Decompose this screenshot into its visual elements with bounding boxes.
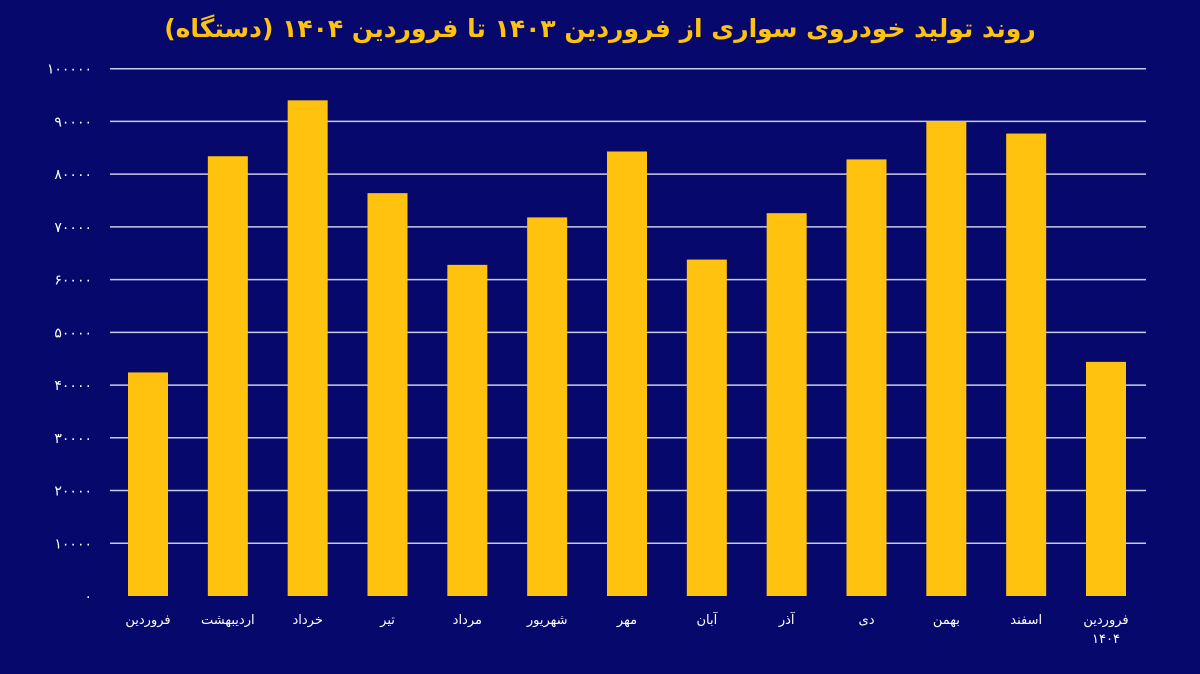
y-tick-label: ۱۰۰۰۰	[54, 536, 92, 552]
y-tick-label: ۹۰۰۰۰	[54, 114, 92, 130]
bar	[766, 213, 807, 596]
bar	[846, 159, 887, 596]
bar	[1006, 133, 1047, 596]
bar	[128, 372, 168, 596]
y-tick-label: ۳۰۰۰۰	[54, 431, 92, 447]
x-tick-label: خرداد	[292, 613, 322, 628]
x-tick-label: تیر	[379, 613, 395, 628]
x-tick-label-year: ۱۴۰۴	[1092, 632, 1120, 647]
y-tick-label: ۲۰۰۰۰	[54, 484, 92, 500]
bar	[607, 151, 647, 597]
y-tick-label: ۵۰۰۰۰	[54, 325, 92, 341]
bar	[287, 100, 328, 596]
bar	[686, 259, 727, 596]
x-tick-label: بهمن	[933, 613, 960, 628]
x-tick-label: فروردین	[1083, 613, 1128, 628]
y-tick-label: ۴۰۰۰۰	[54, 378, 92, 394]
x-tick-label: اردیبهشت	[201, 613, 255, 628]
x-tick-label: دی	[859, 613, 875, 628]
bar	[926, 121, 967, 597]
x-tick-label: آبان	[696, 611, 718, 628]
x-tick-label: اسفند	[1010, 613, 1042, 628]
bar	[447, 264, 488, 596]
bar	[527, 217, 568, 596]
x-tick-label: شهریور	[526, 613, 568, 628]
x-tick-label: آذر	[778, 611, 796, 628]
bar	[1086, 361, 1126, 596]
x-tick-label: مهر	[616, 613, 637, 628]
y-tick-label: ۷۰۰۰۰	[54, 220, 92, 236]
y-tick-label: ۰	[84, 589, 92, 605]
bar	[207, 156, 248, 596]
x-tick-label: مرداد	[453, 613, 482, 628]
bar	[367, 193, 408, 596]
y-tick-label: ۱۰۰۰۰۰	[47, 62, 92, 78]
chart-title: روند تولید خودروی سواری از فروردین ۱۴۰۳ …	[164, 14, 1036, 43]
x-tick-label: فروردین	[125, 613, 170, 628]
y-tick-label: ۶۰۰۰۰	[54, 273, 92, 289]
y-tick-label: ۸۰۰۰۰	[54, 167, 92, 183]
